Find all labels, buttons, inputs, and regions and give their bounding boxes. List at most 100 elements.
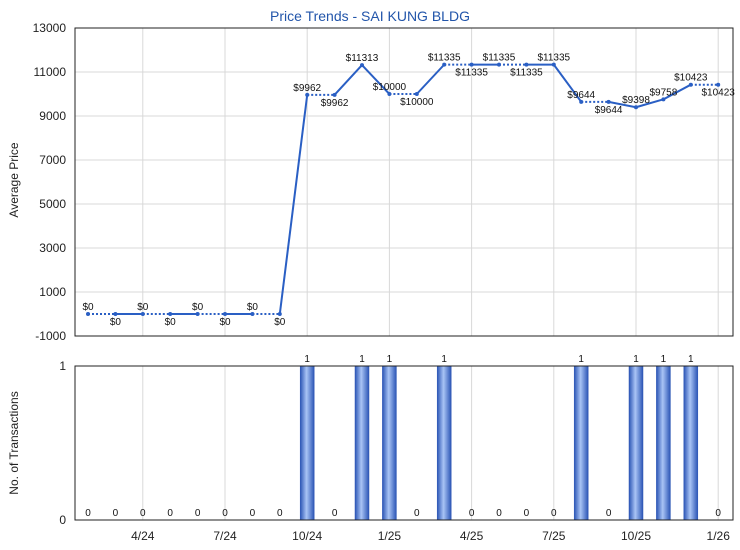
transaction-count-label: 0	[167, 508, 173, 519]
price-point	[168, 312, 173, 316]
price-y-tick-label: 13000	[33, 21, 67, 35]
transaction-count-label: 1	[441, 354, 447, 365]
price-value-label: $0	[192, 302, 204, 313]
transaction-count-label: 0	[332, 508, 338, 519]
price-value-label: $10000	[400, 97, 434, 108]
price-value-label: $9644	[567, 90, 595, 101]
price-line-segment	[278, 94, 309, 315]
price-line-segment	[361, 64, 391, 95]
price-point	[442, 62, 447, 67]
x-tick-label: 4/24	[131, 529, 155, 543]
price-point	[86, 312, 90, 316]
price-value-label: $11335	[483, 53, 516, 64]
price-line-segment	[608, 100, 637, 109]
price-point	[223, 312, 227, 316]
price-line-segment	[333, 64, 363, 96]
axes	[74, 27, 734, 521]
x-tick-label: 7/25	[542, 529, 566, 543]
transaction-bar	[382, 365, 397, 521]
transaction-count-label: 0	[195, 508, 201, 519]
transaction-bars	[299, 365, 699, 521]
price-y-tick-label: 7000	[39, 153, 66, 167]
price-series	[86, 62, 721, 316]
price-point	[113, 312, 118, 316]
price-value-label: $0	[110, 317, 122, 328]
price-value-label: $11335	[455, 68, 488, 79]
x-tick-label: 1/25	[378, 529, 402, 543]
transaction-count-label: 0	[277, 508, 283, 519]
price-plot-frame	[74, 27, 734, 337]
transaction-count-label: 0	[606, 508, 612, 519]
transaction-count-label: 0	[113, 508, 119, 519]
transaction-count-label: 0	[551, 508, 557, 519]
price-value-label: $0	[247, 302, 259, 313]
price-grid	[75, 27, 733, 337]
price-point	[497, 62, 501, 67]
chart-labels: 4/24 7/24 10/24 1/25 4/25 7/25 10/25 1/26 -1000 1…	[33, 21, 736, 543]
price-point	[414, 92, 419, 96]
price-point	[387, 92, 392, 96]
transaction-count-label: 0	[140, 508, 146, 519]
price-value-label: $0	[165, 317, 177, 328]
transaction-count-label: 1	[688, 354, 694, 365]
price-point	[140, 312, 145, 316]
transaction-count-label: 1	[387, 354, 393, 365]
price-point	[332, 92, 337, 97]
price-line-segment	[635, 98, 664, 109]
transactions-y-axis-title: No. of Transactions	[7, 391, 21, 494]
chart-title: Price Trends - SAI KUNG BLDG	[270, 8, 470, 24]
price-value-label: $9962	[293, 83, 321, 94]
price-y-tick-label: 3000	[39, 241, 66, 255]
price-value-label: $9758	[649, 87, 677, 98]
x-tick-label: 7/24	[213, 529, 237, 543]
transaction-count-label: 0	[222, 508, 228, 519]
transaction-bar	[683, 365, 699, 521]
price-line-segment	[416, 63, 445, 95]
transaction-count-label: 0	[85, 508, 91, 519]
price-value-label: $0	[219, 317, 231, 328]
price-value-label: $11313	[346, 53, 379, 64]
price-point	[195, 312, 200, 316]
transaction-bar	[354, 365, 370, 521]
price-point	[606, 99, 611, 104]
price-value-label: $9644	[595, 105, 623, 116]
price-value-label: $9962	[321, 98, 349, 109]
price-point	[360, 63, 364, 68]
price-value-label: $11335	[428, 53, 461, 64]
price-value-label: $9398	[622, 95, 650, 106]
transactions-plot-frame	[74, 365, 734, 521]
transaction-count-label: 1	[359, 354, 365, 365]
price-y-axis-title: Average Price	[7, 142, 21, 217]
price-value-label: $10423	[674, 73, 708, 84]
price-line-segment	[662, 83, 692, 101]
price-point	[688, 82, 693, 87]
transaction-bar	[628, 365, 644, 521]
price-value-label: $0	[82, 302, 94, 313]
transaction-count-label: 0	[414, 508, 420, 519]
price-value-label: $10000	[373, 82, 407, 93]
transaction-bar	[299, 365, 315, 521]
transaction-count-label: 1	[304, 354, 310, 365]
transaction-count-label: 1	[578, 354, 584, 365]
price-point	[524, 62, 529, 67]
price-point	[551, 62, 556, 67]
price-y-tick-label: -1000	[35, 329, 66, 343]
price-line-segment	[552, 64, 583, 103]
transaction-count-label: 0	[250, 508, 256, 519]
price-point	[661, 97, 666, 102]
x-tick-label: 10/24	[292, 529, 322, 543]
x-tick-label: 4/25	[460, 529, 484, 543]
transactions-y-tick-label: 1	[59, 359, 66, 373]
transaction-count-label: 0	[715, 508, 721, 519]
x-tick-label: 1/26	[707, 529, 731, 543]
price-point	[634, 105, 638, 110]
price-value-label: $11335	[537, 53, 570, 64]
transaction-count-label: 1	[661, 354, 667, 365]
transaction-bar	[656, 365, 671, 521]
price-point	[579, 99, 584, 104]
transaction-count-label: 0	[496, 508, 502, 519]
price-point	[250, 312, 255, 316]
transaction-bar	[436, 365, 452, 521]
